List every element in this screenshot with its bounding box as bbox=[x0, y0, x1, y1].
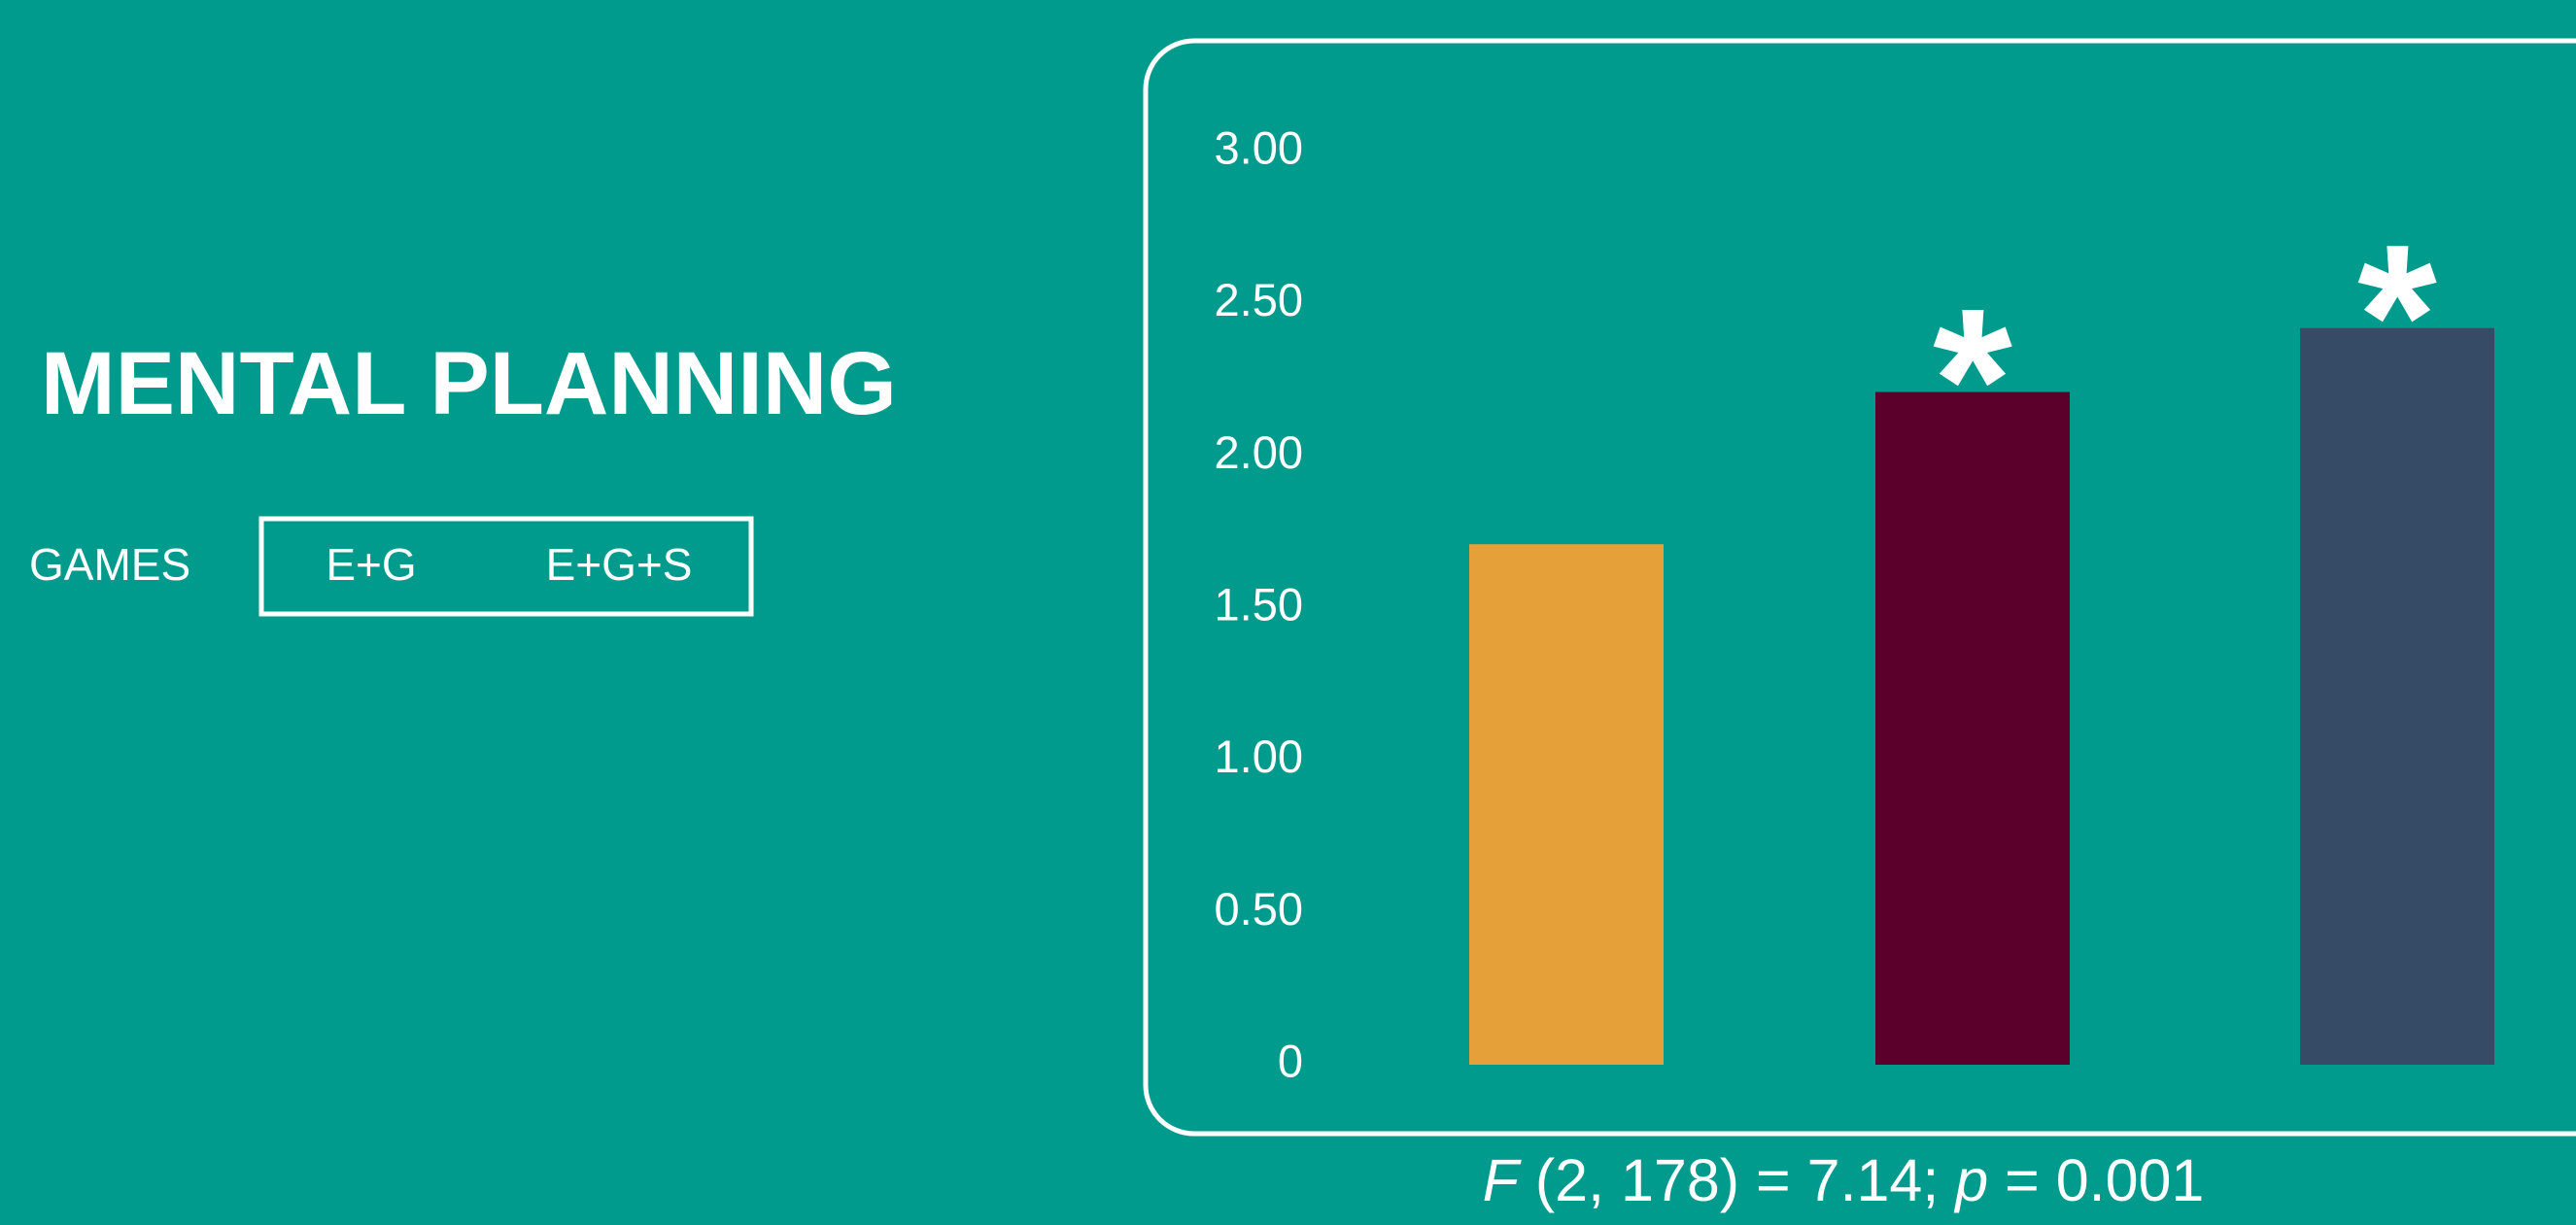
significance-marker: * bbox=[2357, 202, 2437, 430]
legend-label: GAMES bbox=[29, 539, 190, 590]
footnote-part: p bbox=[1953, 1147, 1988, 1213]
legend-label: E+G+S bbox=[546, 539, 693, 590]
footnote-part: = 0.001 bbox=[1988, 1147, 2204, 1213]
y-tick-label: 0 bbox=[1278, 1035, 1303, 1086]
bar bbox=[1875, 391, 2070, 1065]
footnote-part: (2, 178) = 7.14; bbox=[1519, 1147, 1955, 1213]
y-tick-label: 0.50 bbox=[1215, 883, 1303, 935]
y-tick-label: 1.00 bbox=[1215, 731, 1303, 782]
y-tick-label: 1.50 bbox=[1215, 578, 1303, 630]
legend-label: E+G bbox=[326, 539, 416, 590]
bar bbox=[2300, 327, 2494, 1065]
legend-box bbox=[258, 516, 754, 617]
y-tick-label: 2.50 bbox=[1215, 274, 1303, 325]
significance-marker: * bbox=[1933, 266, 2012, 494]
bar bbox=[1469, 544, 1664, 1065]
footnote: F (2, 178) = 7.14; p = 0.001 bbox=[1483, 1147, 2205, 1213]
y-tick-label: 3.00 bbox=[1215, 121, 1303, 173]
footnote-part: F bbox=[1483, 1147, 1523, 1213]
chart-title: MENTAL PLANNING bbox=[41, 334, 897, 433]
y-tick-label: 2.00 bbox=[1215, 426, 1303, 478]
chart-frame bbox=[1143, 38, 2576, 1137]
